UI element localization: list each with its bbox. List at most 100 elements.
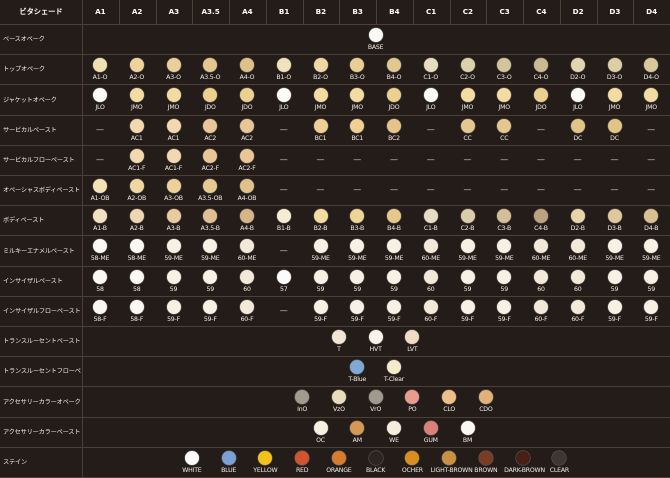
shade-item: B2-B — [302, 209, 339, 233]
empty-cell: — — [449, 183, 486, 197]
header-divider — [265, 0, 267, 24]
shade-swatch — [387, 269, 401, 284]
shade-swatch — [166, 299, 181, 314]
shade-code: CLO — [443, 406, 456, 414]
shade-code: 60 — [243, 285, 251, 293]
shade-code: CLEAR — [549, 466, 569, 474]
shade-item: 59 — [449, 269, 486, 294]
shade-swatch — [423, 88, 438, 103]
shade-swatch — [129, 299, 144, 314]
shade-item: A2-O — [118, 58, 155, 82]
shade-swatch — [93, 179, 107, 193]
shade-code: B4-O — [386, 74, 402, 82]
shade-swatch — [350, 420, 365, 435]
shade-code: BC1 — [314, 134, 327, 142]
shade-code: 60-F — [571, 315, 585, 323]
shade-code: 59 — [206, 285, 215, 293]
shade-item: OC — [302, 420, 339, 445]
shade-code: 59 — [500, 285, 509, 293]
shade-swatch — [460, 58, 475, 73]
column-header-d2: D2 — [572, 7, 584, 16]
shade-item: C3-O — [486, 58, 523, 82]
empty-cell: — — [376, 153, 413, 167]
shade-code: 59-ME — [201, 255, 220, 263]
shade-swatch — [350, 360, 365, 375]
shade-code: JMO — [351, 104, 364, 112]
row-divider — [0, 54, 670, 56]
shade-code: AC1-F — [128, 164, 146, 172]
row-label: ミルキーエナメルペースト — [3, 247, 75, 255]
not-available-dash: — — [537, 154, 545, 164]
shade-swatch — [276, 58, 291, 73]
shade-item: JMO — [302, 88, 339, 112]
shade-item: A3.5-B — [192, 209, 229, 233]
shade-code: A4-B — [240, 225, 254, 233]
shade-swatch — [166, 179, 181, 193]
shade-code: A2-OB — [127, 195, 147, 202]
shade-code: B1-B — [276, 225, 291, 233]
shade-code: 59 — [169, 285, 178, 293]
shade-item: C4-O — [523, 58, 560, 82]
shade-item: A4-OB — [229, 179, 266, 203]
shade-code: 60-F — [424, 315, 438, 323]
shade-code: AC2-F — [201, 164, 219, 172]
shade-code: 59-ME — [642, 255, 661, 263]
shade-code: D3-O — [606, 74, 623, 82]
shade-code: AC2-F — [238, 164, 256, 172]
label-column-divider — [82, 0, 83, 477]
shade-item: 59 — [596, 269, 633, 294]
shade-item: JLO — [412, 88, 449, 112]
shade-swatch — [442, 450, 457, 465]
shade-item: AC2-F — [192, 148, 229, 173]
shade-code: WHITE — [182, 466, 202, 474]
shade-item: C4-B — [523, 209, 560, 233]
shade-swatch — [534, 88, 548, 103]
shade-swatch — [387, 209, 401, 224]
shade-swatch — [460, 239, 475, 254]
shade-item: D3-O — [596, 58, 633, 82]
shade-code: 59-ME — [348, 255, 367, 263]
shade-code: DC — [573, 134, 583, 142]
shade-code: B2-O — [313, 74, 328, 82]
row-divider — [0, 265, 670, 267]
shade-item: BLUE — [210, 450, 247, 475]
shade-swatch — [350, 299, 365, 314]
shade-swatch — [203, 239, 218, 254]
shade-item: 60 — [523, 269, 560, 294]
shade-item: D2-B — [559, 209, 596, 233]
column-header-a1: A1 — [95, 7, 106, 16]
shade-swatch — [258, 450, 273, 465]
not-available-dash: — — [463, 154, 472, 164]
shade-item: WE — [376, 420, 413, 445]
shade-swatch — [423, 209, 438, 224]
shade-item: T-Clear — [376, 360, 413, 384]
shade-swatch — [93, 209, 107, 224]
shade-swatch — [460, 420, 475, 435]
header-divider — [449, 0, 451, 24]
column-header-c1: C1 — [425, 7, 437, 16]
shade-code: JLO — [279, 104, 289, 112]
shade-item: A3-O — [155, 58, 192, 82]
shade-code: A1-O — [92, 74, 108, 82]
empty-cell: — — [633, 123, 670, 137]
column-header-a4: A4 — [242, 7, 253, 16]
row-label: ベースオペーク — [3, 36, 45, 44]
shade-swatch — [203, 179, 218, 193]
shade-code: JMO — [645, 104, 658, 112]
shade-swatch — [166, 239, 181, 254]
shade-code: C2-O — [460, 74, 475, 82]
shade-item: WHITE — [173, 450, 210, 475]
shade-item: AC2 — [229, 118, 266, 143]
shade-item: JMO — [155, 88, 192, 112]
shade-code: CDO — [479, 406, 493, 414]
shade-swatch — [497, 209, 512, 224]
shade-item: 60-ME — [229, 239, 266, 263]
shade-swatch — [313, 209, 328, 224]
shade-item: C2-O — [449, 58, 486, 82]
row-label: トランスルーセントフローペースト — [3, 368, 81, 376]
shade-item: InO — [284, 390, 321, 414]
shade-item: 59-ME — [339, 239, 376, 263]
shade-item: A3-OB — [155, 179, 192, 203]
shade-swatch — [93, 299, 107, 314]
shade-item: 60-F — [559, 299, 596, 324]
